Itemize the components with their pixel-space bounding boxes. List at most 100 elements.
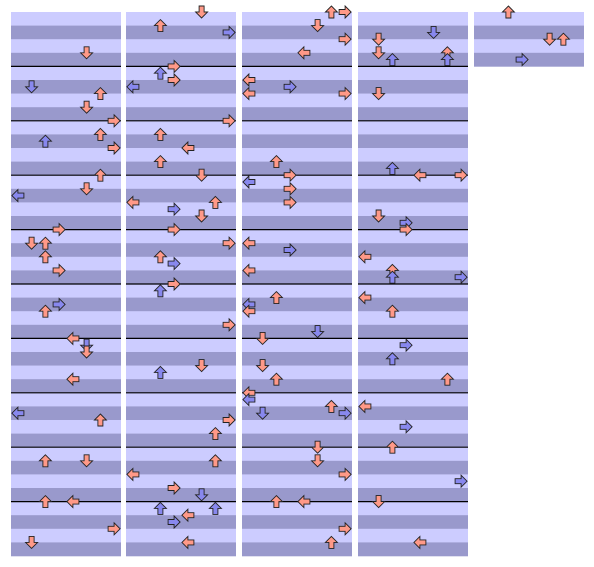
quarter-note-arrow <box>194 168 209 182</box>
quarter-note-arrow <box>66 494 80 509</box>
beat-stripe <box>358 52 468 67</box>
beat-stripe <box>126 420 236 434</box>
quarter-note-arrow <box>153 18 168 33</box>
quarter-note-arrow <box>79 454 94 468</box>
beat-stripe <box>358 216 468 230</box>
beat-stripe <box>242 107 352 122</box>
beat-stripe <box>358 12 468 26</box>
beat-stripe <box>126 134 236 149</box>
beat-stripe <box>242 175 352 190</box>
quarter-note-arrow <box>24 535 39 550</box>
beat-stripe <box>11 175 121 190</box>
beat-stripe <box>11 161 121 176</box>
quarter-note-arrow <box>338 467 352 482</box>
quarter-note-arrow <box>297 494 311 509</box>
beat-stripe <box>242 52 352 67</box>
beat-stripe <box>11 120 121 135</box>
beat-stripe <box>242 406 352 421</box>
beat-stripe <box>358 488 468 502</box>
quarter-note-arrow <box>208 454 223 468</box>
beat-stripe <box>242 379 352 394</box>
eighth-note-arrow <box>338 406 352 421</box>
beat-stripe <box>126 297 236 312</box>
quarter-note-arrow <box>194 5 209 19</box>
eighth-note-arrow <box>11 188 25 203</box>
quarter-note-arrow <box>358 290 372 305</box>
beat-stripe <box>242 338 352 353</box>
quarter-note-arrow <box>24 236 39 250</box>
beat-stripe <box>242 66 352 81</box>
eighth-note-arrow <box>79 338 94 352</box>
quarter-note-arrow <box>222 113 236 128</box>
beat-stripe <box>242 216 352 230</box>
beat-stripe <box>242 80 352 94</box>
beat-stripe <box>358 324 468 339</box>
eighth-note-arrow <box>255 406 270 420</box>
beat-stripe <box>474 12 584 26</box>
eighth-note-arrow <box>440 52 455 67</box>
beat-stripe <box>11 229 121 244</box>
beat-stripe <box>474 52 584 67</box>
eighth-note-arrow <box>385 270 400 284</box>
beat-stripe <box>242 420 352 434</box>
quarter-note-arrow <box>385 440 400 454</box>
eighth-note-arrow <box>24 80 39 94</box>
beat-stripe <box>242 161 352 176</box>
eighth-note-arrow <box>283 242 297 258</box>
quarter-note-arrow <box>194 209 209 223</box>
quarter-note-arrow <box>242 236 256 251</box>
beat-stripe <box>358 392 468 407</box>
beat-stripe <box>126 311 236 326</box>
quarter-note-arrow <box>153 154 168 169</box>
beat-stripe <box>358 420 468 434</box>
eighth-note-arrow <box>283 79 297 94</box>
beat-stripe <box>358 297 468 312</box>
chart-column <box>11 12 121 557</box>
beat-stripe <box>358 528 468 543</box>
quarter-note-arrow <box>297 45 311 60</box>
beat-stripe <box>242 324 352 339</box>
beat-stripe <box>11 501 121 516</box>
beat-stripe <box>242 12 352 26</box>
beat-stripe <box>242 488 352 502</box>
eighth-note-arrow <box>167 202 181 217</box>
beat-stripe <box>11 515 121 530</box>
beat-stripe <box>358 134 468 149</box>
beat-stripe <box>126 93 236 108</box>
quarter-note-arrow <box>371 46 386 60</box>
eighth-note-arrow <box>515 52 529 67</box>
beat-stripe <box>126 107 236 122</box>
eighth-note-arrow <box>194 488 209 502</box>
beat-stripe <box>358 311 468 326</box>
beat-stripe <box>242 284 352 298</box>
quarter-note-arrow <box>194 359 209 373</box>
quarter-note-arrow <box>269 372 284 386</box>
beat-stripe <box>358 365 468 380</box>
quarter-note-arrow <box>283 168 297 183</box>
quarter-note-arrow <box>310 440 325 454</box>
beat-stripe <box>126 202 236 217</box>
quarter-note-arrow <box>358 249 372 264</box>
beat-stripe <box>358 243 468 258</box>
beat-stripe <box>358 284 468 298</box>
eighth-note-arrow <box>242 174 256 190</box>
quarter-note-arrow <box>208 426 223 441</box>
beat-stripe <box>11 270 121 285</box>
quarter-note-arrow <box>371 32 386 46</box>
quarter-note-arrow <box>413 168 427 183</box>
beat-stripe <box>242 501 352 516</box>
quarter-note-arrow <box>269 494 284 509</box>
eighth-note-arrow <box>399 419 413 434</box>
beat-stripe <box>126 352 236 366</box>
quarter-note-arrow <box>324 5 339 19</box>
beat-stripe <box>126 542 236 557</box>
quarter-note-arrow <box>222 412 236 428</box>
beat-stripe <box>11 338 121 353</box>
beat-stripe <box>358 66 468 81</box>
beat-stripe <box>242 352 352 366</box>
beat-stripe <box>358 338 468 353</box>
beat-stripe <box>242 25 352 40</box>
beat-stripe <box>11 12 121 26</box>
quarter-note-arrow <box>385 304 400 318</box>
